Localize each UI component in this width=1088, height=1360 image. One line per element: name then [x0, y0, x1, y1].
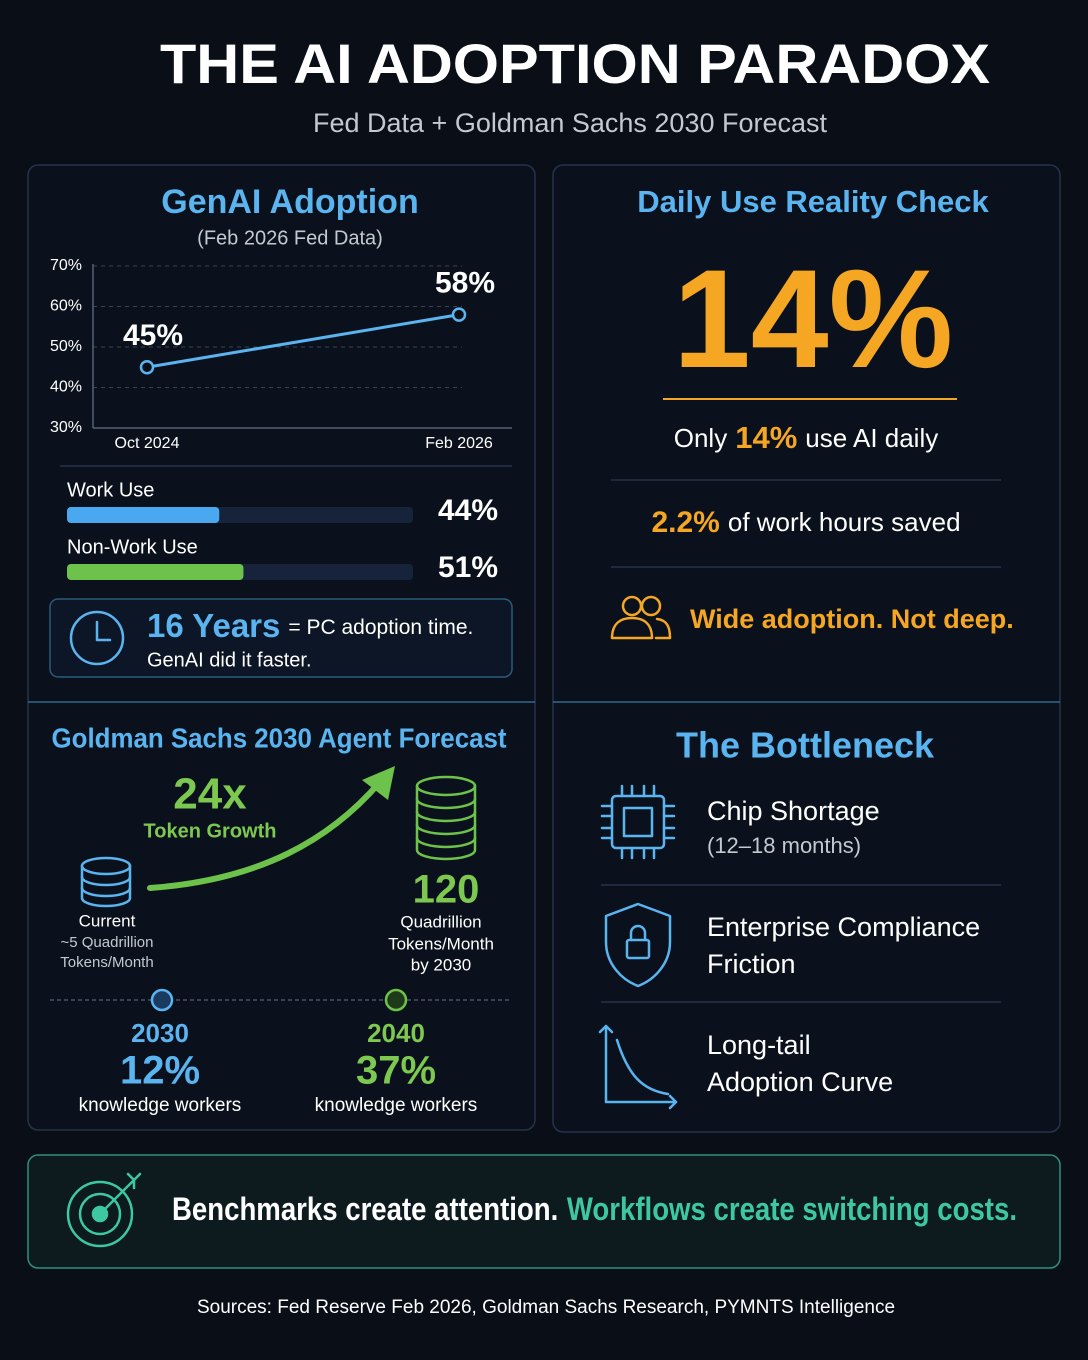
bottleneck-item: Long-tail [707, 1030, 811, 1060]
note-line: GenAI did it faster. [147, 649, 312, 671]
y-tick-label: 40% [50, 379, 82, 396]
bottleneck-item: Enterprise Compliance [707, 912, 980, 942]
note-text: = PC adoption time. [288, 616, 473, 639]
title: THE AI ADOPTION PARADOX [160, 32, 990, 95]
footer-box [27, 1154, 1061, 1269]
section-title: Daily Use Reality Check [637, 184, 989, 219]
x-tick-label: Feb 2026 [425, 435, 493, 452]
chart-subtitle: (Feb 2026 Fed Data) [197, 227, 383, 249]
daily-note: Wide adoption. Not deep. [690, 604, 1014, 634]
growth-arrow [147, 766, 395, 891]
hours-line: 2.2% of work hours saved [651, 506, 960, 539]
data-label: 58% [435, 267, 495, 300]
current-label: Current [79, 911, 136, 930]
future-label: by 2030 [411, 955, 472, 974]
database-icon [415, 775, 477, 861]
curve-icon [598, 1024, 678, 1110]
subtitle: Fed Data + Goldman Sachs 2030 Forecast [313, 108, 828, 138]
milestone-label: knowledge workers [315, 1095, 478, 1116]
usage-bars: Work Use 44% Non-Work Use 51% [67, 479, 498, 584]
line-chart: 30% 40% 50% 60% 70% Oct 2024 Feb 2026 45% 58% [50, 257, 512, 452]
current-label: ~5 Quadrillion [61, 934, 154, 951]
milestone-year: 2040 [367, 1018, 425, 1048]
current-label: Tokens/Month [60, 954, 153, 971]
section-title: Goldman Sachs 2030 Agent Forecast [52, 722, 507, 753]
point [139, 360, 155, 375]
future-label: Tokens/Month [388, 934, 494, 953]
growth-value: 24x [173, 770, 247, 819]
bar-label: Non-Work Use [67, 536, 198, 558]
bottleneck-item: Chip Shortage [707, 796, 880, 826]
highlight: 2.2% [651, 506, 719, 539]
point [451, 307, 467, 322]
chart-title: GenAI Adoption [161, 183, 418, 221]
milestone-label: knowledge workers [79, 1095, 242, 1116]
y-tick-label: 60% [50, 298, 82, 315]
bar-value: 44% [438, 494, 498, 527]
future-label: Quadrillion [400, 912, 481, 931]
note-highlight: 16 Years [147, 607, 280, 644]
daily-line: Only 14% use AI daily [674, 420, 939, 455]
big-stat: 14% [673, 240, 953, 397]
text: Only [674, 423, 727, 453]
bar [67, 507, 220, 523]
bar [67, 564, 244, 580]
timeline-dot [150, 988, 174, 1012]
people-icon [610, 595, 672, 640]
x-tick-label: Oct 2024 [115, 435, 180, 452]
sources: Sources: Fed Reserve Feb 2026, Goldman S… [197, 1297, 895, 1318]
data-label: 45% [123, 319, 183, 352]
milestone-share: 12% [120, 1049, 200, 1093]
footer-statement: Benchmarks create attention.Workflows cr… [172, 1191, 1017, 1227]
line [146, 313, 460, 369]
note-line: 16 Years = PC adoption time. [147, 607, 473, 644]
milestone-share: 37% [356, 1049, 436, 1093]
section-title: The Bottleneck [676, 725, 935, 766]
shield-icon [604, 902, 672, 988]
clock-icon [69, 610, 125, 666]
emphasis: Workflows create switching costs. [567, 1191, 1017, 1227]
highlight: 14% [735, 420, 797, 455]
y-tick-label: 50% [50, 338, 82, 355]
bottleneck-item: Friction [707, 949, 796, 979]
target-icon [66, 1172, 142, 1248]
right-panel [552, 164, 1061, 1133]
timeline-dot [384, 988, 408, 1012]
bar-label: Work Use [67, 479, 154, 501]
statement: Benchmarks create attention. [172, 1191, 558, 1227]
y-tick-label: 70% [50, 257, 82, 274]
text: of work hours saved [728, 507, 961, 537]
y-tick-label: 30% [50, 419, 82, 436]
growth-label: Token Growth [144, 820, 277, 842]
bottleneck-detail: (12–18 months) [707, 833, 861, 858]
database-icon [80, 856, 132, 908]
note-box [49, 598, 513, 678]
text: use AI daily [805, 423, 938, 453]
chip-icon [600, 784, 676, 860]
future-value: 120 [413, 868, 480, 912]
bar-value: 51% [438, 551, 498, 584]
milestone-year: 2030 [131, 1018, 189, 1048]
bottleneck-item: Adoption Curve [707, 1067, 893, 1097]
